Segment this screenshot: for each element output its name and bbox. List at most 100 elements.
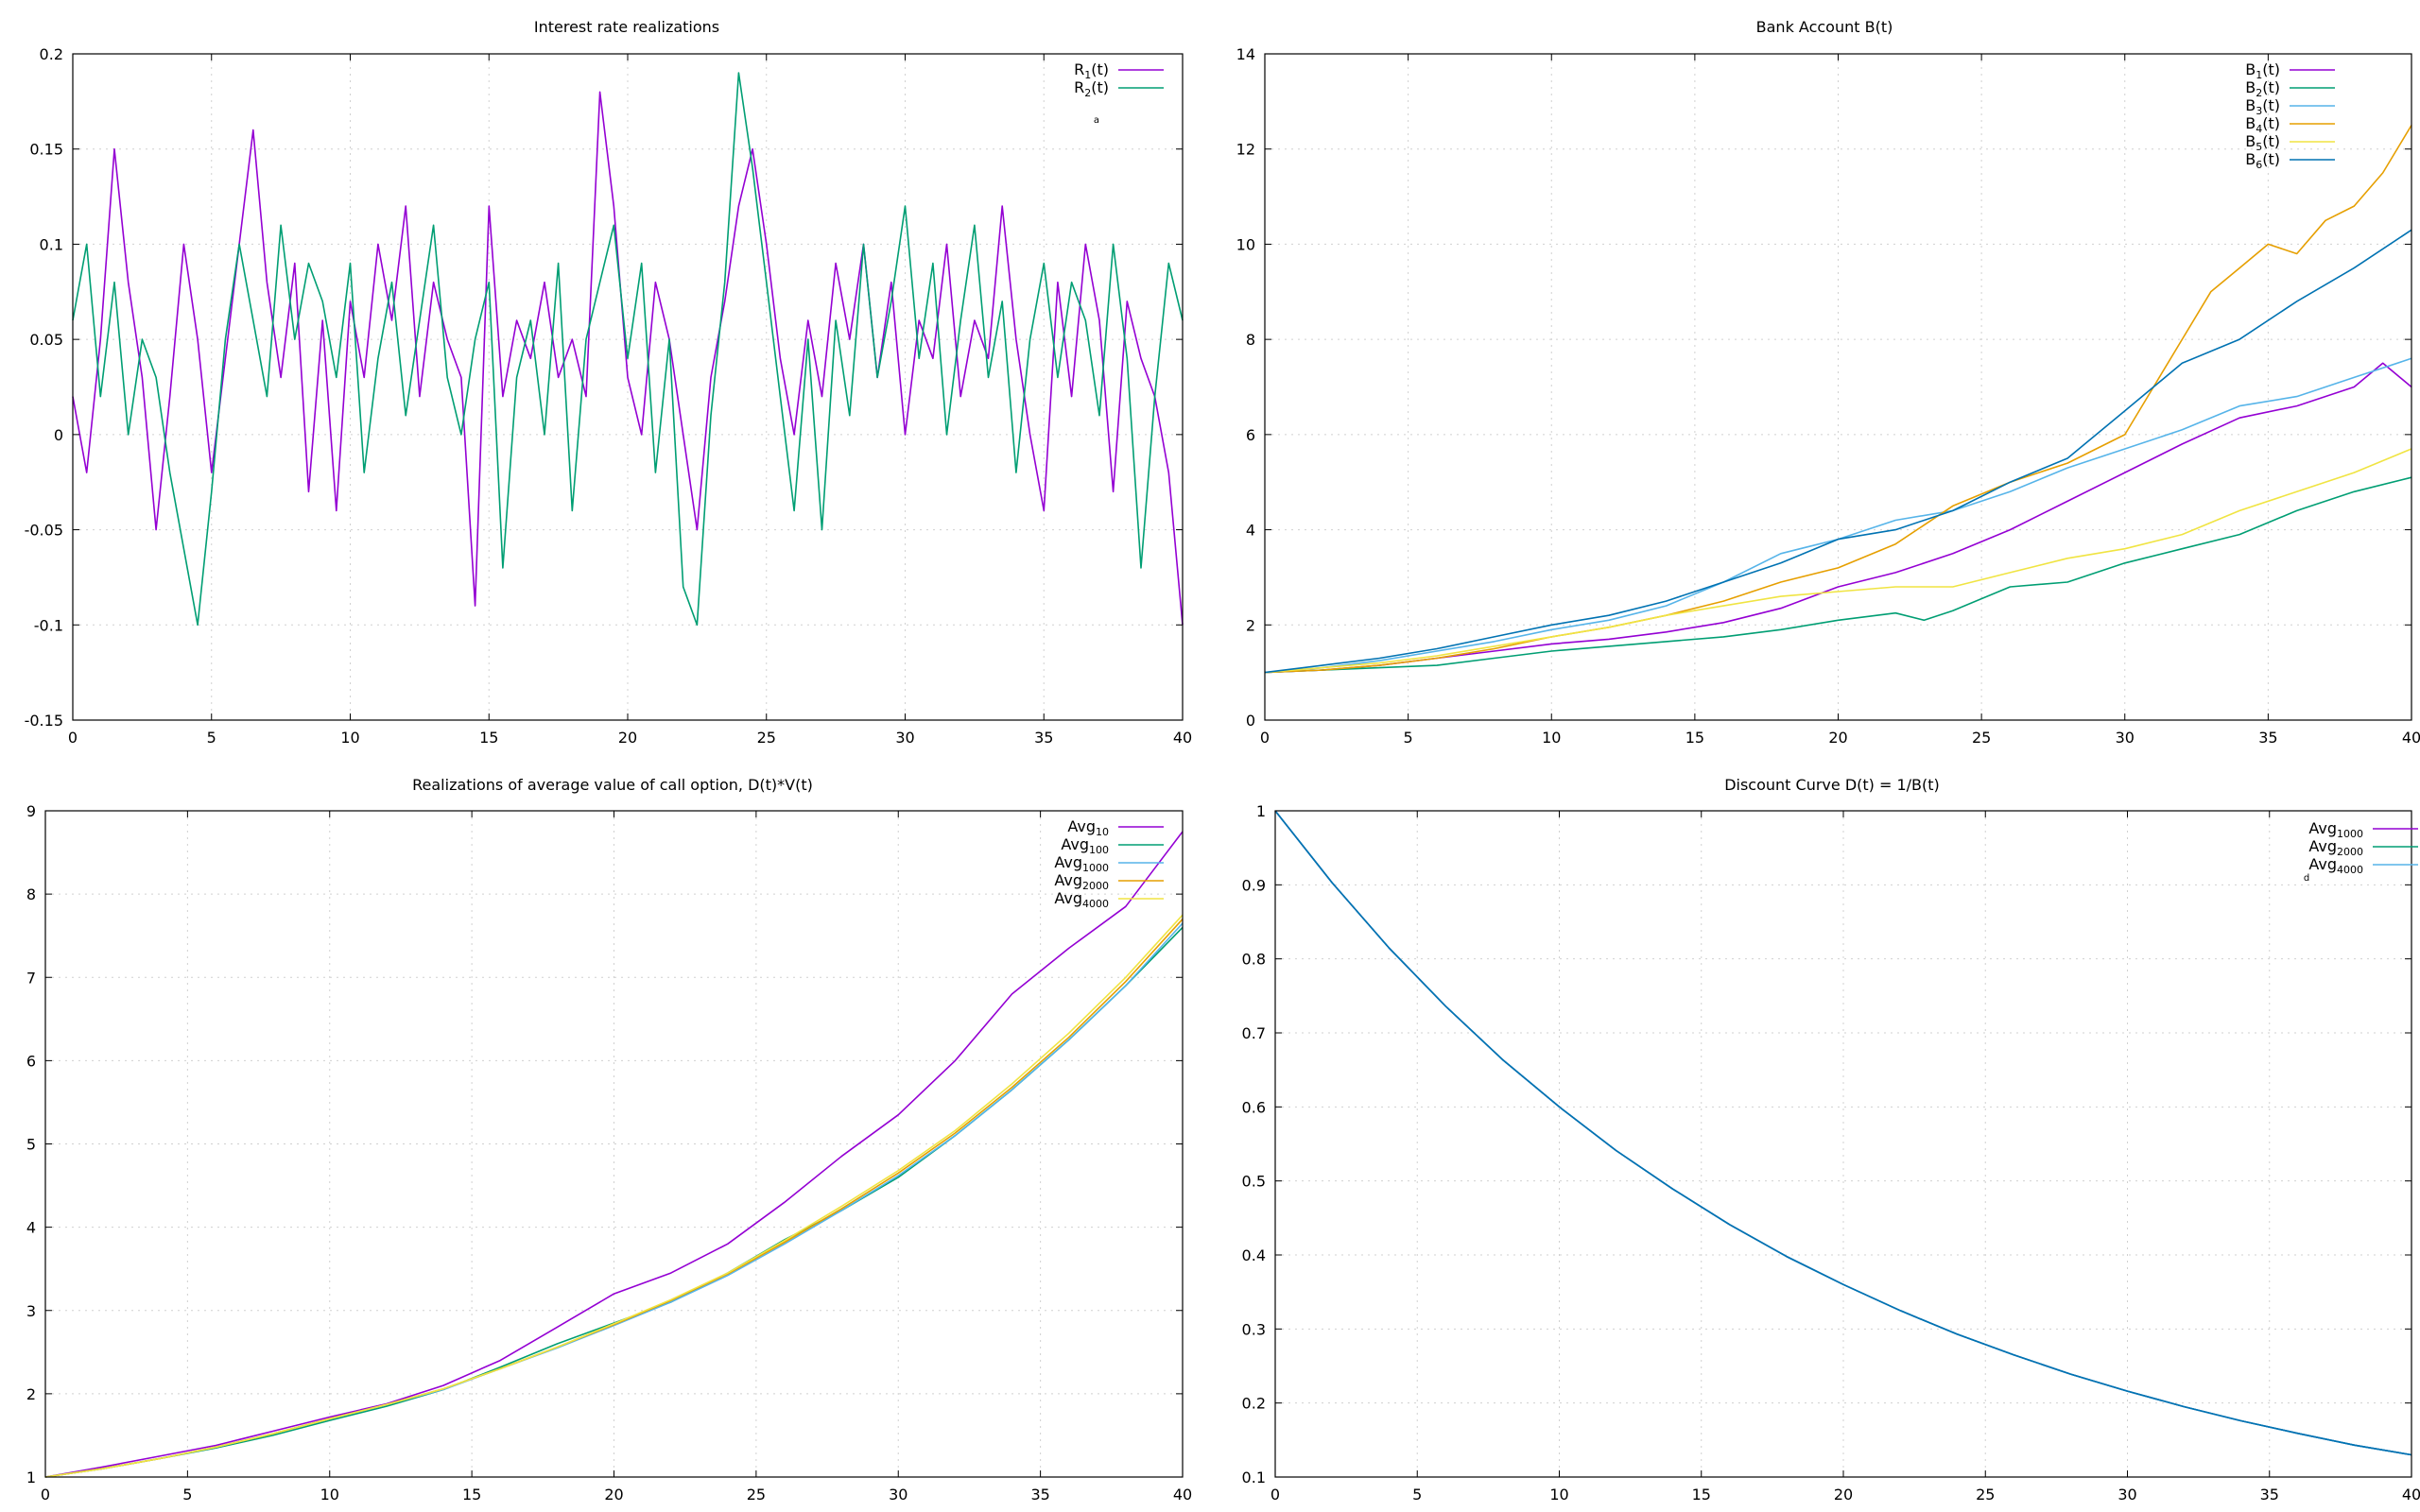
x-tick-label: 35: [2260, 1486, 2279, 1503]
chart-title: Realizations of average value of call op…: [412, 776, 813, 794]
x-tick-label: 0: [41, 1486, 50, 1503]
x-tick-label: 40: [2402, 1486, 2420, 1503]
x-tick-label: 15: [462, 1486, 481, 1503]
x-tick-label: 5: [207, 729, 216, 747]
y-tick-label: -0.05: [25, 522, 63, 540]
y-tick-label: 3: [26, 1302, 36, 1320]
y-tick-label: 0.1: [40, 235, 63, 253]
series-line-avg10: [44, 831, 1184, 1478]
y-tick-label: 7: [26, 969, 36, 987]
x-tick-label: 40: [2402, 729, 2420, 747]
x-tick-label: 35: [2258, 729, 2277, 747]
x-tick-label: 20: [604, 1486, 623, 1503]
x-tick-label: 30: [2118, 1486, 2136, 1503]
panel-bank-account: Bank Account B(t) 0 5 10 15 20 25 30 35 40 0 2 4 6 8 1…: [1236, 18, 2420, 747]
panel-interest-rates: Interest rate realizations 0 5 10 15 20 25 30 3…: [25, 18, 1193, 747]
y-tick-label: 4: [1246, 522, 1255, 540]
series-line-avg1000: [1274, 810, 2412, 1456]
y-tick-label: 1: [1256, 802, 1266, 820]
y-tick-label: 2: [1246, 616, 1255, 634]
panel-discount-curve: Discount Curve D(t) = 1/B(t) 0 5 10 15 20 25 3…: [1242, 776, 2420, 1503]
legend-label: Avg10: [1067, 817, 1109, 838]
x-tick-label: 35: [1030, 1486, 1049, 1503]
x-tick-label: 25: [1976, 1486, 1995, 1503]
legend-label: Avg2000: [1054, 871, 1109, 892]
x-tick-label: 30: [889, 1486, 908, 1503]
y-tick-label: -0.15: [25, 712, 63, 730]
y-tick-label: 0.2: [1242, 1395, 1266, 1413]
y-tick-label: 9: [26, 802, 36, 820]
y-tick-label: 0.05: [29, 331, 63, 349]
y-tick-label: 8: [26, 885, 36, 903]
legend-label: R2(t): [1074, 78, 1109, 99]
chart-title: Interest rate realizations: [534, 18, 719, 36]
grid: [1274, 810, 2412, 1478]
legend-label: B3(t): [2245, 96, 2280, 117]
legend-label: R1(t): [1074, 60, 1109, 81]
series-line-avg4000: [1274, 810, 2412, 1456]
x-tick-label: 40: [1173, 729, 1192, 747]
x-tick-label: 30: [2116, 729, 2135, 747]
y-tick-label: 10: [1236, 235, 1255, 253]
series-line-avg4000: [44, 914, 1184, 1478]
legend-label: Avg1000: [2308, 819, 2363, 840]
y-tick-label: 5: [26, 1136, 36, 1154]
y-tick-label: 12: [1236, 141, 1255, 159]
legend-label: Avg2000: [2308, 837, 2363, 858]
y-tick-label: 6: [26, 1052, 36, 1070]
series-line-r2-t-: [72, 72, 1184, 627]
annotation: d: [2304, 873, 2309, 884]
y-tick-label: 0.3: [1242, 1320, 1266, 1338]
x-tick-label: 0: [68, 729, 78, 747]
grid: [44, 810, 1184, 1478]
legend-label: B1(t): [2245, 60, 2280, 81]
legend-label: B4(t): [2245, 114, 2280, 135]
y-tick-label: 0.5: [1242, 1173, 1266, 1191]
y-tick-label: 0.4: [1242, 1246, 1266, 1264]
x-tick-label: 10: [340, 729, 359, 747]
y-tick-label: 6: [1246, 426, 1255, 444]
legend-label: Avg100: [1061, 835, 1109, 856]
x-tick-label: 0: [1260, 729, 1270, 747]
x-tick-label: 20: [1828, 729, 1847, 747]
y-tick-label: 0: [54, 426, 63, 444]
series-line-b4-t-: [1264, 125, 2412, 674]
chart-title: Discount Curve D(t) = 1/B(t): [1724, 776, 1940, 794]
series-line-blue: [1274, 810, 2412, 1456]
y-tick-label: 1: [26, 1469, 36, 1486]
x-tick-label: 10: [1549, 1486, 1568, 1503]
annotation: a: [1094, 115, 1099, 126]
x-tick-label: 35: [1034, 729, 1053, 747]
y-tick-label: 0.1: [1242, 1469, 1266, 1486]
y-tick-label: -0.1: [34, 616, 63, 634]
series-line-b2-t-: [1264, 476, 2412, 674]
legend-label: Avg4000: [1054, 889, 1109, 910]
y-tick-label: 14: [1236, 45, 1255, 63]
chart-title: Bank Account B(t): [1756, 18, 1893, 36]
x-tick-label: 10: [1542, 729, 1561, 747]
legend-label: Avg1000: [1054, 853, 1109, 874]
series-line-b1-t-: [1264, 362, 2412, 674]
x-tick-label: 5: [182, 1486, 192, 1503]
legend: R1(t)R2(t): [1074, 60, 1164, 99]
x-tick-label: 25: [757, 729, 776, 747]
y-tick-label: 0.9: [1242, 876, 1266, 894]
x-tick-label: 10: [320, 1486, 339, 1503]
series-line-r1-t-: [72, 91, 1184, 626]
x-tick-label: 25: [747, 1486, 766, 1503]
x-tick-label: 20: [1834, 1486, 1853, 1503]
series-line-b6-t-: [1264, 229, 2412, 674]
y-tick-label: 0: [1246, 712, 1255, 730]
grid: [72, 53, 1184, 721]
y-tick-label: 0.7: [1242, 1024, 1266, 1042]
x-tick-label: 0: [1270, 1486, 1280, 1503]
x-tick-label: 5: [1412, 1486, 1422, 1503]
series-line-avg2000: [1274, 810, 2412, 1456]
x-tick-label: 15: [1685, 729, 1704, 747]
y-tick-label: 2: [26, 1385, 36, 1403]
y-tick-label: 0.6: [1242, 1098, 1266, 1116]
x-tick-label: 15: [479, 729, 498, 747]
